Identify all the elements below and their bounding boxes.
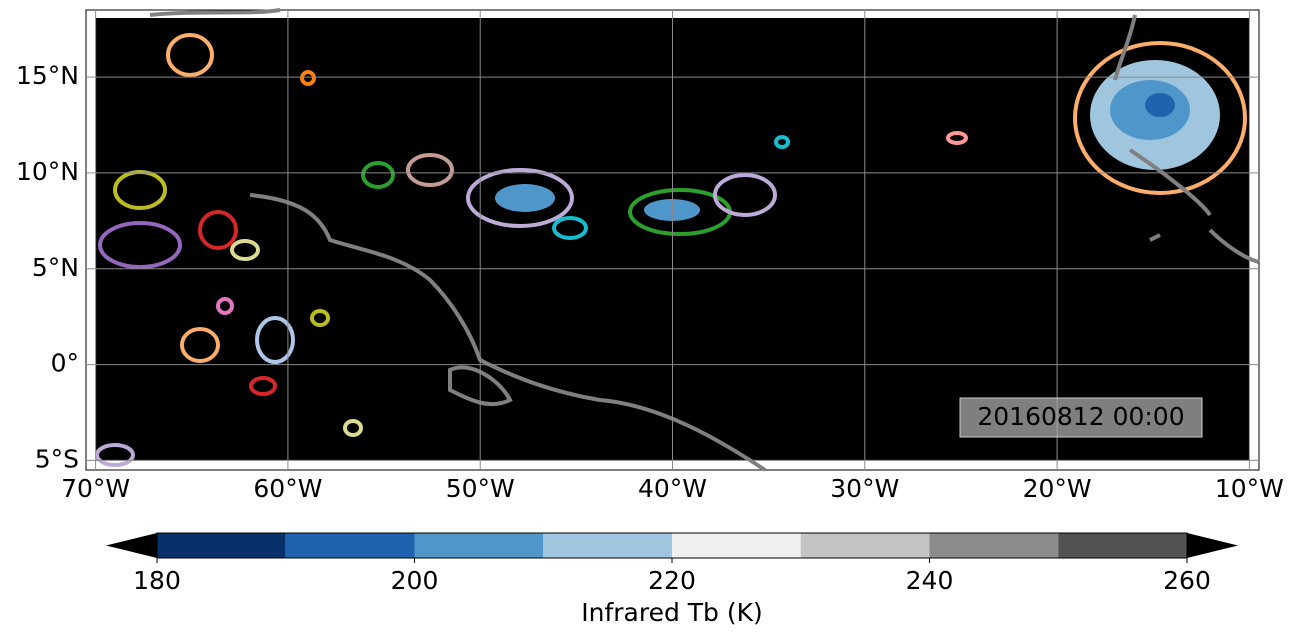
colorbar-extend-low bbox=[106, 533, 157, 558]
cloud-feature bbox=[552, 216, 588, 240]
y-tick-label: 15°N bbox=[16, 61, 79, 90]
colorbar-extend-high bbox=[1187, 533, 1238, 558]
cloud-feature bbox=[343, 419, 363, 437]
cloud-feature bbox=[230, 239, 260, 261]
colorbar-bin bbox=[414, 533, 544, 558]
y-tick-label: 5°S bbox=[35, 444, 79, 473]
cloud-feature bbox=[300, 70, 316, 86]
cloud-feature bbox=[466, 168, 574, 228]
colorbar-bin bbox=[1058, 533, 1187, 558]
cloud-core bbox=[1145, 93, 1175, 117]
colorbar-tick-label: 260 bbox=[1163, 566, 1211, 595]
cloud-feature bbox=[166, 33, 214, 77]
cloud-feature bbox=[361, 161, 395, 189]
x-tick-label: 20°W bbox=[1023, 474, 1092, 503]
coastlines bbox=[149, 8, 1260, 472]
cloud-feature bbox=[95, 443, 135, 467]
timestamp: 20160812 00:00 bbox=[977, 402, 1184, 431]
cloud-feature bbox=[113, 170, 167, 210]
colorbar-label: Infrared Tb (K) bbox=[581, 598, 763, 627]
colorbar-bin bbox=[800, 533, 930, 558]
cloud-feature bbox=[216, 297, 234, 315]
x-tick-label: 70°W bbox=[61, 474, 130, 503]
colorbar-bin bbox=[543, 533, 672, 558]
colorbar-bin bbox=[157, 533, 286, 558]
colorbar: 180 200 220 240 260 bbox=[106, 532, 1238, 595]
cloud-features bbox=[95, 33, 1247, 467]
x-tick-label: 30°W bbox=[830, 474, 899, 503]
x-tick-label: 50°W bbox=[446, 474, 515, 503]
cloud-feature bbox=[255, 316, 295, 364]
cloud-feature bbox=[946, 131, 968, 145]
cloud-feature bbox=[310, 309, 330, 327]
cloud-feature bbox=[1073, 41, 1247, 195]
cloud-feature bbox=[180, 327, 220, 363]
colorbar-bin bbox=[285, 533, 415, 558]
x-tick-label: 60°W bbox=[253, 474, 322, 503]
cloud-feature bbox=[98, 221, 182, 269]
coastline bbox=[249, 193, 767, 472]
coastline bbox=[149, 8, 281, 17]
colorbar-bin bbox=[672, 533, 801, 558]
colorbar-tick-label: 240 bbox=[906, 566, 954, 595]
cloud-feature bbox=[406, 153, 454, 187]
x-tick-label: 10°W bbox=[1215, 474, 1284, 503]
colorbar-tick-label: 220 bbox=[648, 566, 696, 595]
timestamp-box bbox=[959, 397, 1203, 438]
cloud-feature bbox=[713, 173, 777, 217]
cloud-feature bbox=[774, 135, 790, 149]
grid bbox=[86, 10, 1259, 470]
x-tick-label: 40°W bbox=[638, 474, 707, 503]
y-tick-label: 0° bbox=[51, 349, 79, 378]
cloud-core bbox=[495, 184, 555, 212]
cloud-feature bbox=[198, 210, 238, 250]
y-tick-label: 10°N bbox=[16, 157, 79, 186]
coastline bbox=[448, 365, 513, 407]
cloud-feature bbox=[249, 376, 277, 396]
y-tick-label: 5°N bbox=[32, 253, 79, 282]
colorbar-tick-label: 180 bbox=[133, 566, 181, 595]
coastline bbox=[1113, 14, 1260, 264]
colorbar-bin bbox=[929, 533, 1059, 558]
colorbar-tick-label: 200 bbox=[391, 566, 439, 595]
